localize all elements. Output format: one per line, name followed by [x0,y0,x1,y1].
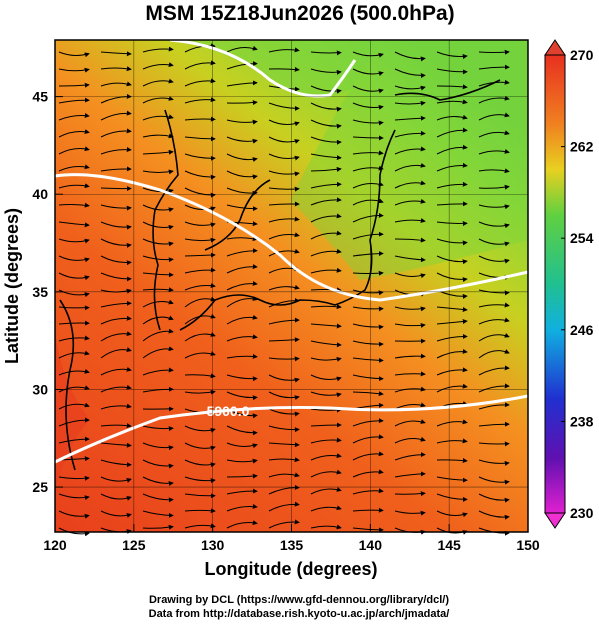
title: MSM 15Z18Jun2026 (500.0hPa) [145,2,454,25]
credit: Data from http://database.rish.kyoto-u.a… [149,608,450,620]
plot-area: 5900.0 [55,40,528,534]
x-tick-label: 140 [359,537,383,553]
y-axis-label: Latitude (degrees) [2,208,22,364]
y-tick-label: 30 [32,381,48,397]
credit: Drawing by DCL (https://www.gfd-dennou.o… [149,594,449,606]
y-tick-label: 40 [32,186,48,202]
colorbar-tick-label: 262 [570,139,594,155]
colorbar-tick-label: 270 [570,47,594,63]
colorbar: 230 238 246 254 262 270 [545,40,594,528]
x-tick-label: 150 [516,537,540,553]
colorbar-scale [545,55,565,513]
x-tick-label: 135 [280,537,304,553]
colorbar-tick-label: 254 [570,230,594,246]
y-tick-label: 45 [32,89,48,105]
colorbar-extend [545,513,565,528]
colorbar-tick-label: 230 [570,505,594,521]
x-axis-label: Longitude (degrees) [204,559,377,579]
contour-label: 5900.0 [207,403,250,419]
x-tick-label: 130 [201,537,225,553]
streamline [101,188,131,189]
y-tick-label: 35 [32,284,48,300]
x-tick-label: 125 [122,537,146,553]
colorbar-tick-label: 238 [570,413,594,429]
colorbar-tick-label: 246 [570,322,594,338]
y-tick-label: 25 [32,479,48,495]
colorbar-ticks: 230 238 246 254 262 270 [561,47,594,521]
x-tick-label: 145 [437,537,461,553]
colorbar-extend [545,40,565,55]
x-tick-label: 120 [43,537,67,553]
